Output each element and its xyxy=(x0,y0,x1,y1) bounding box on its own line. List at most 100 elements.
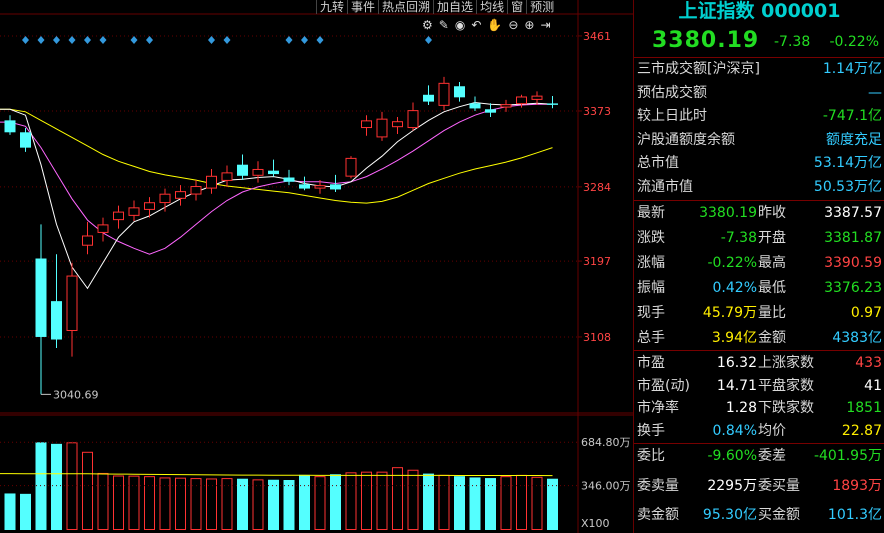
candle xyxy=(454,81,465,102)
price-change: -7.38 xyxy=(774,34,811,50)
candle xyxy=(35,224,47,395)
volume-bar xyxy=(314,476,326,530)
candlestick-chart[interactable]: 3461 3373 3284 3197 3108 3040.69 684.80万 346.00… xyxy=(0,0,633,533)
toolbar-item-1[interactable]: 事件 xyxy=(347,0,378,14)
stock-title: 上证指数 000001 xyxy=(678,0,841,22)
quote-value: 1851 xyxy=(846,400,882,416)
undo-icon[interactable]: ↶ xyxy=(471,18,482,32)
event-marker xyxy=(37,36,45,44)
chart-toolbar: 九转 事件 热点回溯 加自选 均线窗预测 xyxy=(316,0,557,14)
quote-label: 委买量 xyxy=(758,477,800,494)
y-tick-label: 3197 xyxy=(583,255,611,268)
candle xyxy=(392,116,403,135)
quote-row: 振幅 0.42% 最低 3376.23 xyxy=(634,276,884,300)
candle xyxy=(82,221,93,255)
quote-label: 开盘 xyxy=(758,230,786,246)
candle xyxy=(407,102,419,131)
settings-icon[interactable]: ⚙ xyxy=(422,18,433,32)
quote-row: 涨幅 -0.22% 最高 3390.59 xyxy=(634,251,884,275)
quote-value: 95.30亿 xyxy=(702,507,757,523)
candle xyxy=(159,188,171,212)
candle-body xyxy=(516,96,527,105)
ma5-line xyxy=(0,101,553,290)
hand-icon[interactable]: ✋ xyxy=(487,18,503,32)
quote-value: 0.84% xyxy=(712,422,757,439)
zoom-out-icon[interactable]: ⊖ xyxy=(508,18,519,32)
candle-body xyxy=(113,211,124,221)
volume-bar xyxy=(175,477,186,531)
candle-body xyxy=(20,132,31,148)
info-label: 较上日此时 xyxy=(637,108,707,125)
toolbar-item-3[interactable]: 加自选 xyxy=(433,0,476,14)
event-marker xyxy=(84,36,91,44)
toolbar-item-6[interactable]: 预测 xyxy=(526,0,557,14)
volume-bar xyxy=(221,478,233,531)
volume-bar xyxy=(113,475,124,530)
low-price-label: 3040.69 xyxy=(53,388,99,401)
price-row: 3380.19 -7.38 -0.22% xyxy=(634,28,884,56)
y-tick-label: 3461 xyxy=(583,30,611,43)
volume-bar xyxy=(516,474,527,530)
toolbar-item-4[interactable]: 均线 xyxy=(476,0,507,14)
eye-icon[interactable]: ◉ xyxy=(454,18,466,32)
quote-value: 433 xyxy=(855,355,882,371)
quote-row: 现手 45.79万 量比 0.97 xyxy=(634,301,884,325)
quote-label: 振幅 xyxy=(637,280,665,296)
quote-value: 14.71 xyxy=(716,377,757,394)
volume-bar xyxy=(407,469,419,530)
quote-label: 卖金额 xyxy=(637,507,679,523)
toolbar-item-5[interactable]: 窗 xyxy=(507,0,526,14)
candle-body xyxy=(392,121,403,128)
quote-value: 22.87 xyxy=(841,422,882,439)
ma10-line xyxy=(0,103,553,255)
candle xyxy=(531,91,543,106)
quote-value: 3376.23 xyxy=(824,280,882,296)
exit-icon[interactable]: ⇥ xyxy=(540,18,551,32)
quote-value: 3380.19 xyxy=(699,205,757,221)
candle-body xyxy=(299,184,310,189)
event-marker xyxy=(130,36,138,44)
candle-body xyxy=(268,170,279,175)
quote-row: 委比 -9.60% 委差 -401.95万 xyxy=(634,444,884,468)
candle xyxy=(190,180,202,201)
toolbar-item-0[interactable]: 九转 xyxy=(316,0,347,14)
zoom-in-icon[interactable]: ⊕ xyxy=(524,18,535,32)
event-marker xyxy=(208,36,215,44)
quote-row: 市净率 1.28 下跌家数 1851 xyxy=(634,396,884,420)
quote-label: 金额 xyxy=(758,330,786,346)
candle xyxy=(423,85,434,106)
volume-bar xyxy=(392,467,403,530)
quote-value: -7.38 xyxy=(720,230,757,246)
draw-icon[interactable]: ✎ xyxy=(438,18,449,32)
volume-bar xyxy=(128,475,140,530)
info-value: -747.1亿 xyxy=(822,108,882,125)
quote-label: 量比 xyxy=(758,305,786,321)
candle-body xyxy=(82,235,93,246)
quote-label: 涨跌 xyxy=(637,230,665,246)
volume-bar xyxy=(237,478,248,530)
y-tick-label: 3373 xyxy=(583,105,611,118)
volume-bar xyxy=(20,493,31,530)
info-value: 53.14万亿 xyxy=(813,155,882,172)
chart-tool-icons: ⚙ ✎ ◉ ↶ ✋ ⊖ ⊕ ⇥ xyxy=(422,18,551,32)
quote-value: -0.22% xyxy=(707,255,757,271)
volume-bar xyxy=(531,476,543,530)
toolbar-item-2[interactable]: 热点回溯 xyxy=(378,0,433,14)
candle xyxy=(438,76,450,111)
quote-label: 市盈 xyxy=(637,355,665,371)
quote-value: 1.28 xyxy=(725,400,757,416)
candle xyxy=(283,169,295,186)
candle xyxy=(252,161,264,183)
candle xyxy=(20,128,31,152)
candle xyxy=(268,159,279,177)
event-marker xyxy=(223,36,231,44)
quote-row: 总手 3.94亿 金额 4383亿 xyxy=(634,326,884,350)
candle-body xyxy=(469,103,481,109)
volume-bar xyxy=(82,451,93,530)
info-label: 流通市值 xyxy=(637,179,693,195)
ma20-line xyxy=(0,108,553,204)
info-label: 总市值 xyxy=(637,155,679,172)
quote-label: 换手 xyxy=(637,422,665,439)
quote-value: 0.97 xyxy=(850,305,882,321)
candle-body xyxy=(128,207,140,216)
